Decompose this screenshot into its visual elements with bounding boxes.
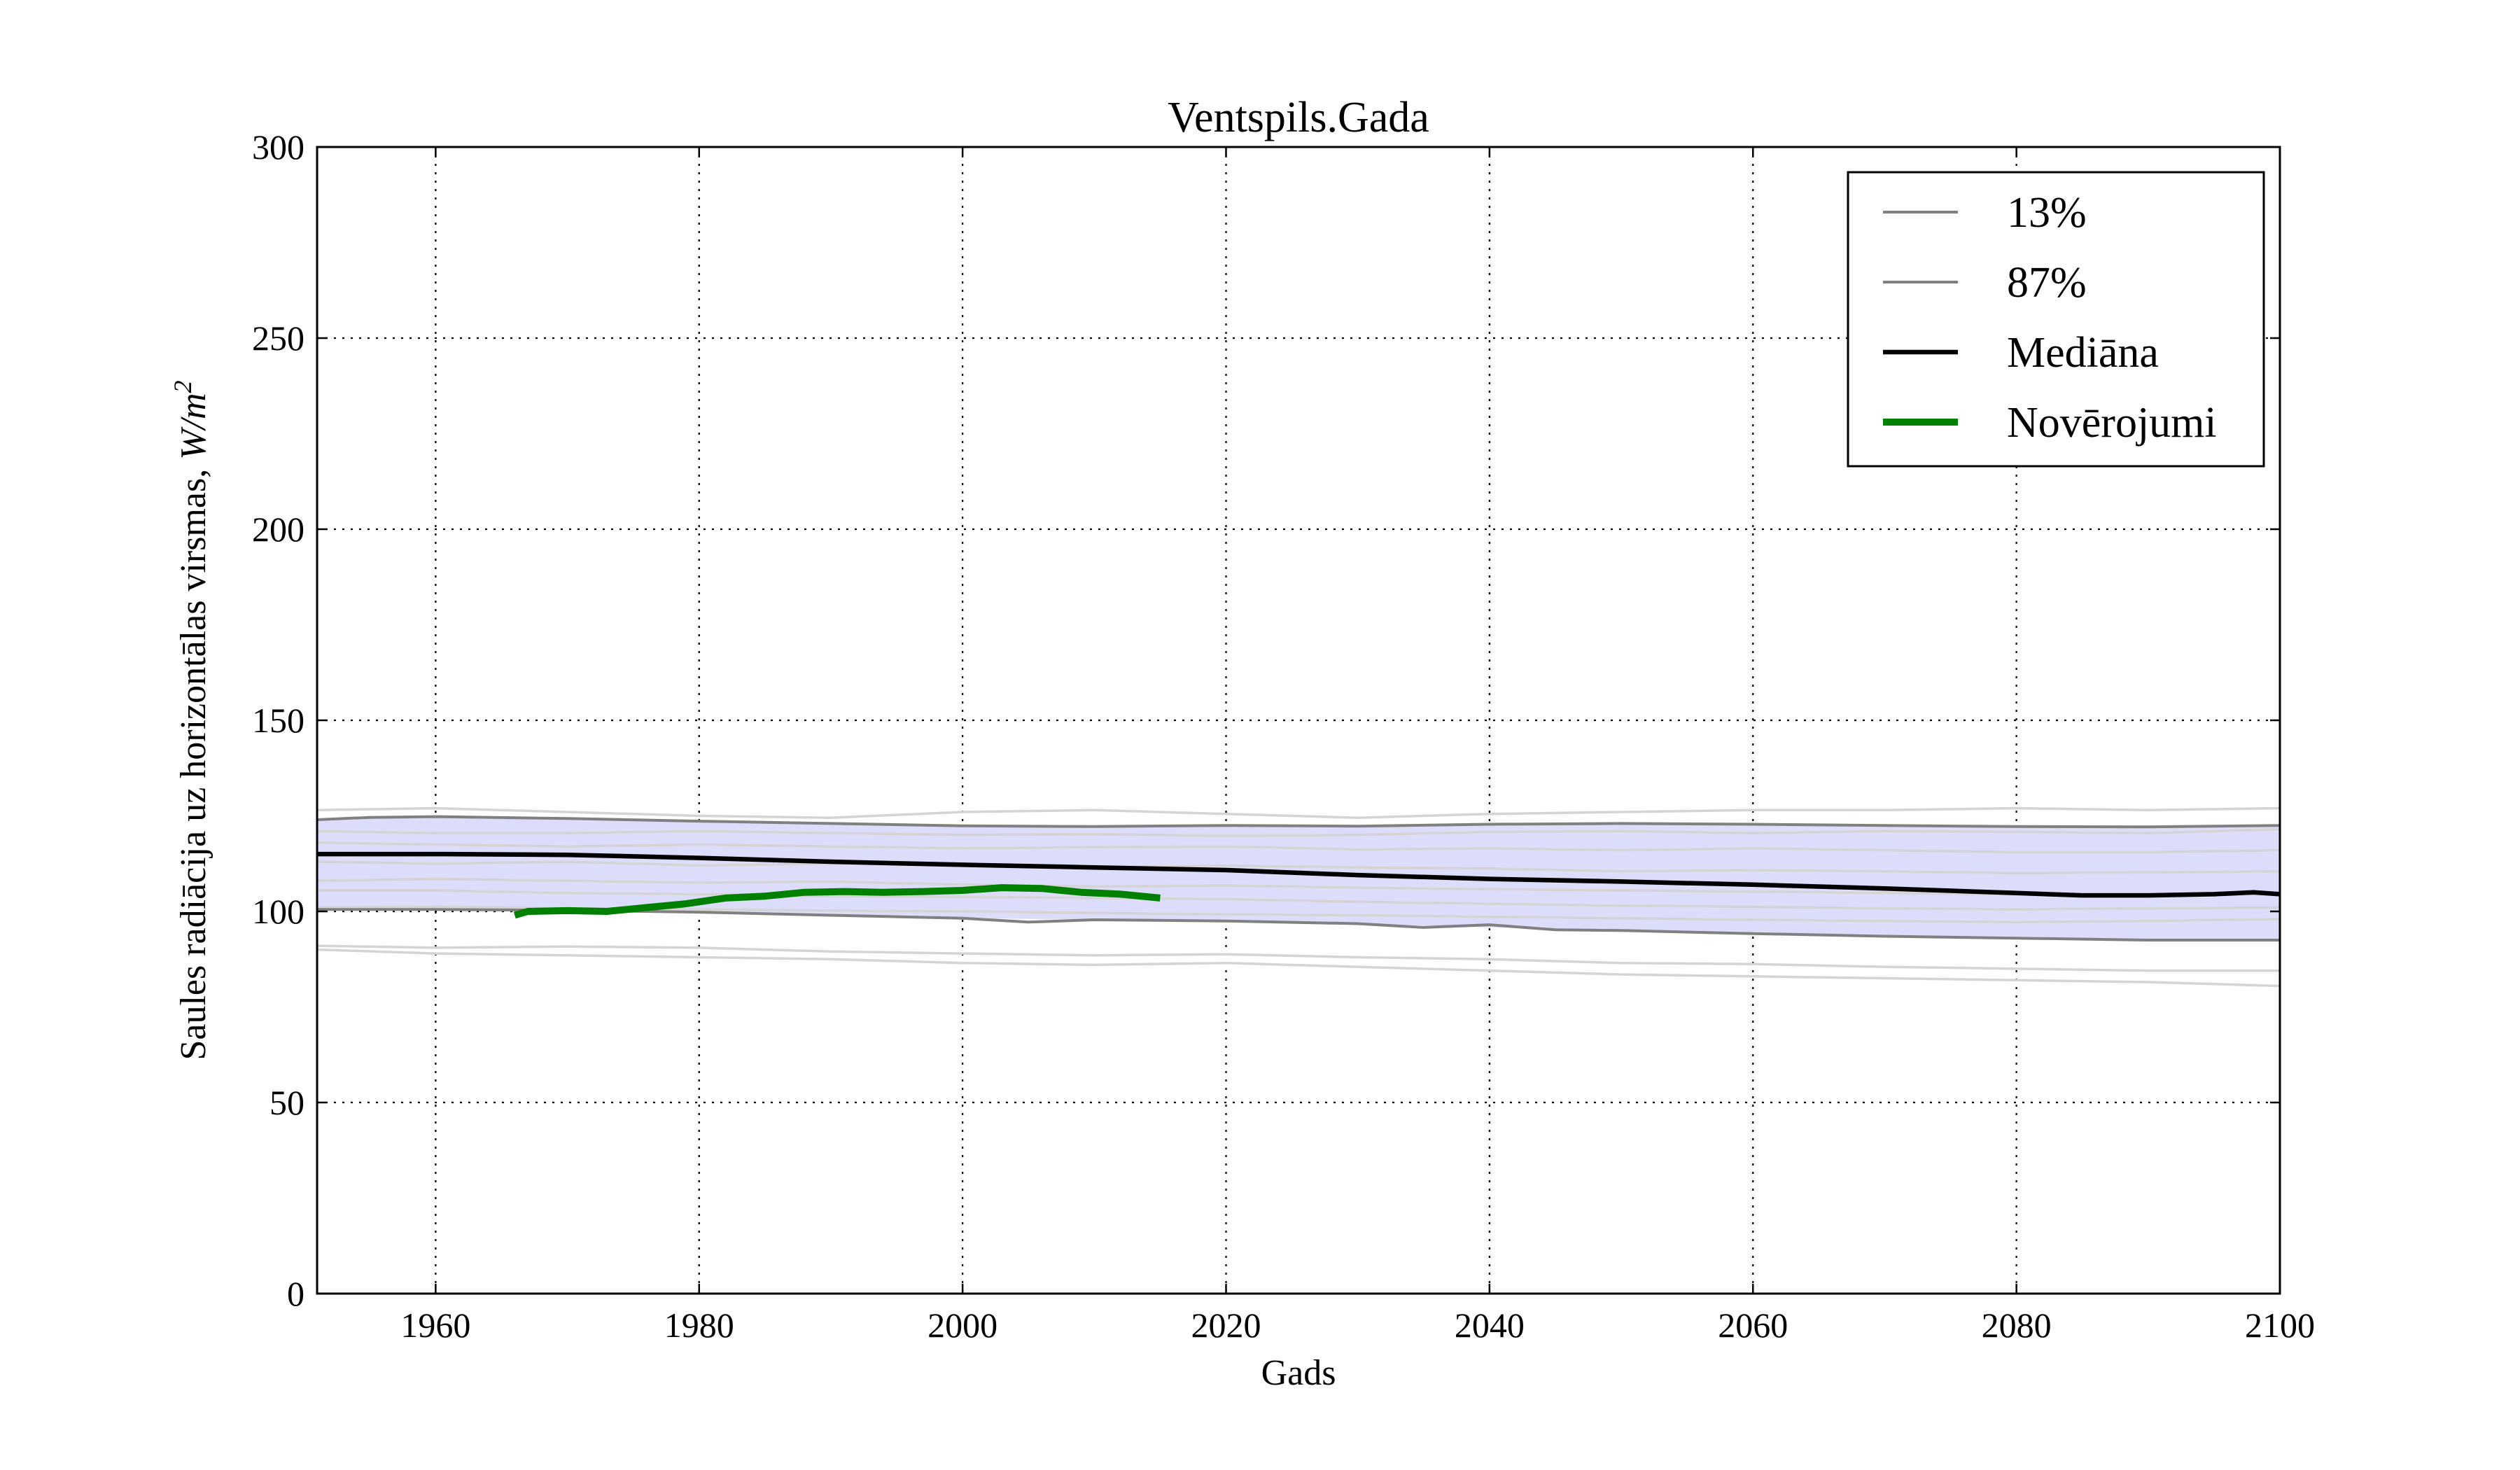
series-line-observations-3	[513, 884, 1161, 919]
x-tick-label: 2020	[1191, 1306, 1261, 1345]
y-axis-title-unit-exponent: 2	[169, 380, 197, 393]
x-tick-label: 2100	[2245, 1306, 2315, 1345]
y-tick-label: 50	[270, 1083, 304, 1122]
x-axis-title: Gads	[1261, 1353, 1336, 1393]
x-tick-label: 1980	[664, 1306, 734, 1345]
series-lines	[316, 806, 2281, 988]
y-axis-title-unit: W/m	[174, 393, 214, 459]
legend-label-2: Mediāna	[2007, 329, 2159, 377]
ensemble-line	[317, 889, 2281, 911]
x-tick-label: 2060	[1718, 1306, 1788, 1345]
legend-label-0: 13%	[2007, 189, 2087, 237]
y-tick-label: 200	[252, 510, 304, 549]
y-tick-label: 0	[287, 1274, 304, 1313]
y-tick-label: 250	[252, 318, 304, 358]
x-tick-label: 2000	[927, 1306, 997, 1345]
x-tick-label: 2080	[1982, 1306, 2052, 1345]
legend-label-3: Novērojumi	[2007, 399, 2217, 447]
axis-ticks: 1960 1980 2000 2020 2040 2060 2080 2100 0 50 100 15…	[252, 127, 2315, 1345]
chart-title: Ventspils.Gada	[1168, 94, 1429, 141]
y-axis-title-text: Saules radiācija uz horizontālas virsmas…	[174, 460, 214, 1060]
y-tick-label: 100	[252, 892, 304, 931]
x-tick-label: 1960	[400, 1306, 470, 1345]
series-line-percentile-1	[316, 815, 2281, 829]
ensemble-line	[316, 944, 2280, 972]
grid-lines	[317, 147, 2280, 1294]
ensemble-line	[316, 806, 2281, 819]
ensemble-line	[316, 841, 2281, 854]
ensemble-line	[316, 877, 2281, 897]
ensemble-line	[316, 948, 2281, 988]
ensemble-line	[316, 860, 2281, 875]
legend: 13% 87% Mediāna Novērojumi	[1847, 171, 2265, 468]
legend-label-1: 87%	[2007, 259, 2087, 307]
legend-box	[1847, 171, 2265, 468]
series-line-percentile-0	[317, 908, 2280, 941]
x-tick-label: 2040	[1455, 1306, 1525, 1345]
y-tick-label: 150	[252, 701, 304, 740]
y-tick-label: 300	[252, 127, 304, 167]
y-axis-title: Saules radiācija uz horizontālas virsmas…	[169, 380, 214, 1060]
series-line-median-2	[317, 851, 2281, 898]
ensemble-line	[316, 827, 2281, 837]
